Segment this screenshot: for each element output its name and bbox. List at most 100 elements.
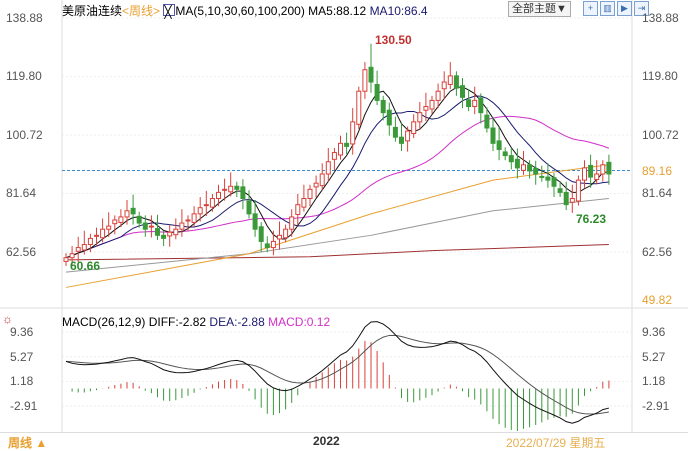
price-tick-left: 81.64 [6, 186, 37, 201]
candle-body [350, 121, 356, 145]
crosshair-icon[interactable]: + [583, 1, 598, 16]
candle-body [466, 99, 472, 108]
candle-body [435, 90, 441, 101]
candle-body [380, 99, 386, 114]
date-label: 2022/07/29 星期五 [506, 436, 606, 450]
candle-body [429, 99, 435, 110]
candle-body [258, 226, 264, 242]
year-label: 2022 [313, 434, 340, 448]
price-tick-right: 119.80 [642, 69, 678, 84]
candle-body [606, 161, 612, 175]
candle-body [307, 188, 313, 200]
candle-body [289, 216, 295, 230]
ma60-line [65, 164, 609, 288]
candle-body [338, 142, 343, 156]
candle-body [277, 234, 282, 240]
candle-body [112, 219, 118, 225]
candle-body [423, 106, 429, 111]
candle-body [167, 231, 173, 237]
candle-body [392, 126, 398, 138]
candle-body [374, 83, 380, 101]
candle-body [557, 188, 563, 193]
candle-body [575, 179, 581, 202]
candle-body [344, 142, 350, 147]
candle-body [283, 228, 289, 239]
candle-body [203, 204, 209, 207]
candle-body [527, 164, 533, 172]
candle-body [301, 198, 307, 208]
candle-body [453, 75, 459, 89]
ma-label: MA(5,10,30,60,100,200) [175, 4, 305, 18]
candle-body [588, 164, 594, 178]
price-tick-left: 138.88 [6, 11, 43, 25]
candle-body [502, 151, 508, 157]
candle-body [472, 99, 478, 108]
candle-body [87, 237, 93, 246]
macd-label: MACD(26,12,9) [62, 315, 146, 329]
macd-tick: 1.18 [10, 374, 34, 389]
candle-body [325, 161, 331, 175]
theme-dropdown[interactable]: 全部主题▼ [508, 1, 571, 17]
candle-body [331, 152, 337, 160]
ma-toggle-icon[interactable]: ╳ [163, 4, 176, 19]
candle-body [197, 207, 203, 215]
candle-body [161, 234, 167, 239]
candle-body [228, 185, 234, 193]
candle-body [148, 225, 154, 228]
symbol-name: 美原油连续 [62, 4, 123, 18]
candle-body [356, 90, 362, 125]
ma100-line [65, 198, 609, 273]
candle-body [368, 66, 374, 83]
candle-body [490, 127, 496, 144]
candle-body [594, 173, 600, 181]
ma200-line [65, 244, 609, 261]
candle-body [295, 204, 301, 215]
layout-icon[interactable]: ▥ [600, 1, 615, 16]
candle-body [94, 234, 99, 237]
candle-body [496, 140, 502, 150]
period-button[interactable]: 周线 ▲ [8, 436, 48, 450]
candle-body [582, 167, 587, 181]
candle-body [411, 121, 417, 135]
macd-tick: 9.36 [642, 325, 666, 340]
candle-body [63, 257, 69, 262]
ma10-line [65, 95, 609, 259]
candle-body [234, 185, 240, 190]
candle-body [246, 200, 252, 215]
current-price-label: 89.16 [642, 164, 673, 178]
candle-body [179, 222, 185, 230]
candle-body [130, 207, 136, 215]
footer-bar [0, 432, 688, 451]
dea-line [65, 334, 609, 415]
candle-body [551, 177, 557, 187]
macd-header: MACD(26,12,9) DIFF:-2.82 DEA:-2.88 MACD:… [62, 315, 330, 329]
diff-value: DIFF:-2.82 [148, 315, 207, 329]
candle-body [484, 114, 490, 129]
candle-body [386, 109, 392, 126]
candle-body [417, 112, 423, 123]
macd-tick: 1.18 [642, 374, 666, 389]
play-icon[interactable]: ▶ [617, 1, 632, 16]
candle-body [460, 85, 465, 98]
candle-body [69, 253, 75, 259]
period-label[interactable]: 周线 [129, 4, 154, 18]
candle-body [545, 176, 551, 181]
candle-body [222, 188, 228, 191]
macd-tick: 5.27 [10, 349, 34, 364]
candle-body [118, 216, 124, 223]
candle-body [521, 164, 526, 171]
candle-body [173, 228, 179, 236]
chart-header: 美原油连续<周线> ╳ MA(5,10,30,60,100,200) MA5:88… [62, 4, 428, 19]
high-annotation: 130.50 [375, 33, 412, 47]
ma5-value: MA5:88.12 [308, 4, 367, 18]
macd-tick: 9.36 [10, 325, 34, 340]
settings-icon[interactable]: ☼ [2, 312, 13, 326]
macd-tick: -2.91 [10, 399, 38, 414]
macd-tick: 5.27 [642, 349, 666, 364]
macd-value: MACD:0.12 [268, 315, 331, 329]
candle-body [142, 222, 148, 230]
next-icon[interactable]: ⇥ [634, 1, 649, 16]
candle-body [100, 228, 106, 239]
candle-body [319, 173, 325, 187]
